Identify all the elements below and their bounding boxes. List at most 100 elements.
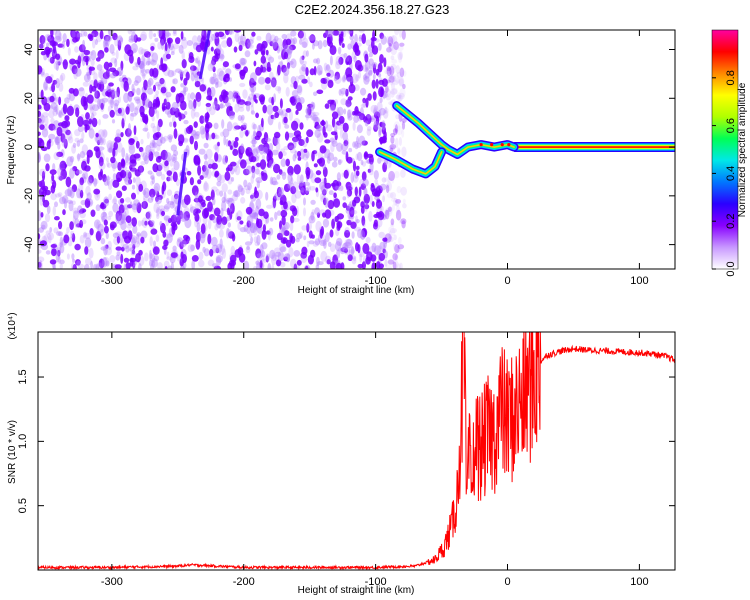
noise-speckle [75, 107, 80, 118]
noise-speckle [128, 138, 135, 146]
noise-speckle [147, 102, 153, 108]
noise-speckle [393, 234, 397, 241]
noise-speckle [176, 215, 181, 225]
noise-speckle [178, 70, 185, 75]
noise-speckle [239, 129, 244, 139]
noise-speckle [75, 169, 83, 175]
noise-speckle [301, 67, 307, 72]
noise-speckle [386, 67, 392, 75]
noise-speckle [166, 189, 173, 196]
noise-speckle [142, 189, 147, 196]
noise-speckle [177, 237, 183, 243]
noise-speckle [44, 116, 49, 126]
noise-speckle [246, 165, 252, 175]
noise-speckle [179, 258, 184, 267]
noise-speckle [117, 107, 122, 114]
noise-speckle [197, 165, 202, 176]
noise-speckle [77, 153, 81, 162]
noise-speckle [234, 137, 239, 142]
noise-speckle [103, 39, 109, 45]
noise-speckle [52, 205, 56, 216]
noise-speckle [195, 131, 201, 137]
noise-speckle [244, 50, 251, 58]
noise-speckle [297, 30, 304, 39]
noise-speckle [156, 213, 160, 219]
noise-speckle [304, 266, 309, 269]
noise-speckle [331, 140, 338, 147]
noise-speckle [250, 175, 254, 184]
noise-speckle [59, 263, 63, 269]
noise-speckle [120, 237, 125, 248]
noise-speckle [89, 84, 93, 94]
noise-speckle [247, 182, 252, 191]
noise-speckle [278, 121, 281, 130]
noise-speckle [265, 49, 269, 56]
colorbar-tick-label: 0.8 [725, 70, 737, 85]
noise-speckle [249, 84, 257, 93]
noise-speckle [340, 31, 344, 37]
noise-speckle [297, 150, 302, 158]
noise-speckle [390, 63, 397, 70]
noise-speckle [134, 75, 142, 84]
noise-speckle [247, 96, 251, 106]
noise-speckle [110, 57, 117, 64]
noise-speckle [74, 137, 80, 143]
noise-speckle [159, 78, 166, 89]
noise-speckle [59, 259, 65, 265]
noise-speckle [114, 58, 118, 68]
noise-speckle [389, 65, 395, 76]
noise-speckle [308, 104, 315, 110]
noise-speckle [262, 104, 268, 114]
snr-series-line [38, 332, 675, 570]
noise-speckle [339, 37, 344, 42]
noise-speckle [129, 30, 136, 33]
noise-speckle [361, 140, 368, 146]
noise-speckle [163, 135, 169, 142]
noise-speckle [148, 106, 155, 118]
noise-speckle [239, 62, 246, 67]
noise-speckle [305, 136, 309, 144]
noise-speckle [279, 200, 284, 206]
noise-speckle [355, 215, 358, 225]
noise-speckle [60, 133, 66, 143]
noise-speckle [362, 220, 366, 228]
noise-speckle [259, 159, 267, 170]
noise-speckle [66, 199, 74, 204]
noise-speckle [103, 61, 110, 70]
spectrogram-marks [38, 30, 675, 269]
noise-speckle [238, 44, 243, 52]
noise-speckle [395, 209, 402, 221]
noise-speckle [383, 108, 390, 114]
noise-speckle [279, 227, 286, 237]
noise-speckle [380, 35, 387, 45]
noise-speckle [315, 187, 319, 193]
noise-speckle [216, 42, 222, 54]
noise-speckle [136, 202, 142, 214]
noise-speckle [62, 33, 67, 43]
noise-speckle [106, 36, 110, 47]
noise-speckle [155, 196, 162, 205]
noise-speckle [107, 148, 113, 153]
snr-y-tick-label: 0.5 [17, 498, 29, 513]
noise-speckle [40, 71, 45, 76]
noise-speckle [384, 259, 388, 267]
noise-speckle [398, 137, 402, 146]
noise-speckle [252, 81, 257, 86]
noise-speckle [355, 242, 359, 252]
noise-speckle [359, 253, 363, 263]
noise-speckle [84, 165, 91, 172]
noise-speckle [221, 119, 225, 129]
noise-speckle [362, 178, 369, 187]
noise-speckle [55, 60, 60, 66]
noise-speckle [201, 164, 207, 172]
noise-speckle [312, 42, 315, 50]
snr-y-label: SNR (10 * v/v) [7, 420, 18, 484]
noise-speckle [106, 140, 114, 150]
noise-speckle [357, 111, 362, 117]
noise-speckle [340, 90, 344, 97]
noise-speckle [47, 232, 54, 241]
noise-speckle [305, 50, 309, 57]
noise-speckle [102, 174, 107, 183]
noise-speckle [151, 52, 159, 63]
noise-speckle [268, 159, 273, 169]
